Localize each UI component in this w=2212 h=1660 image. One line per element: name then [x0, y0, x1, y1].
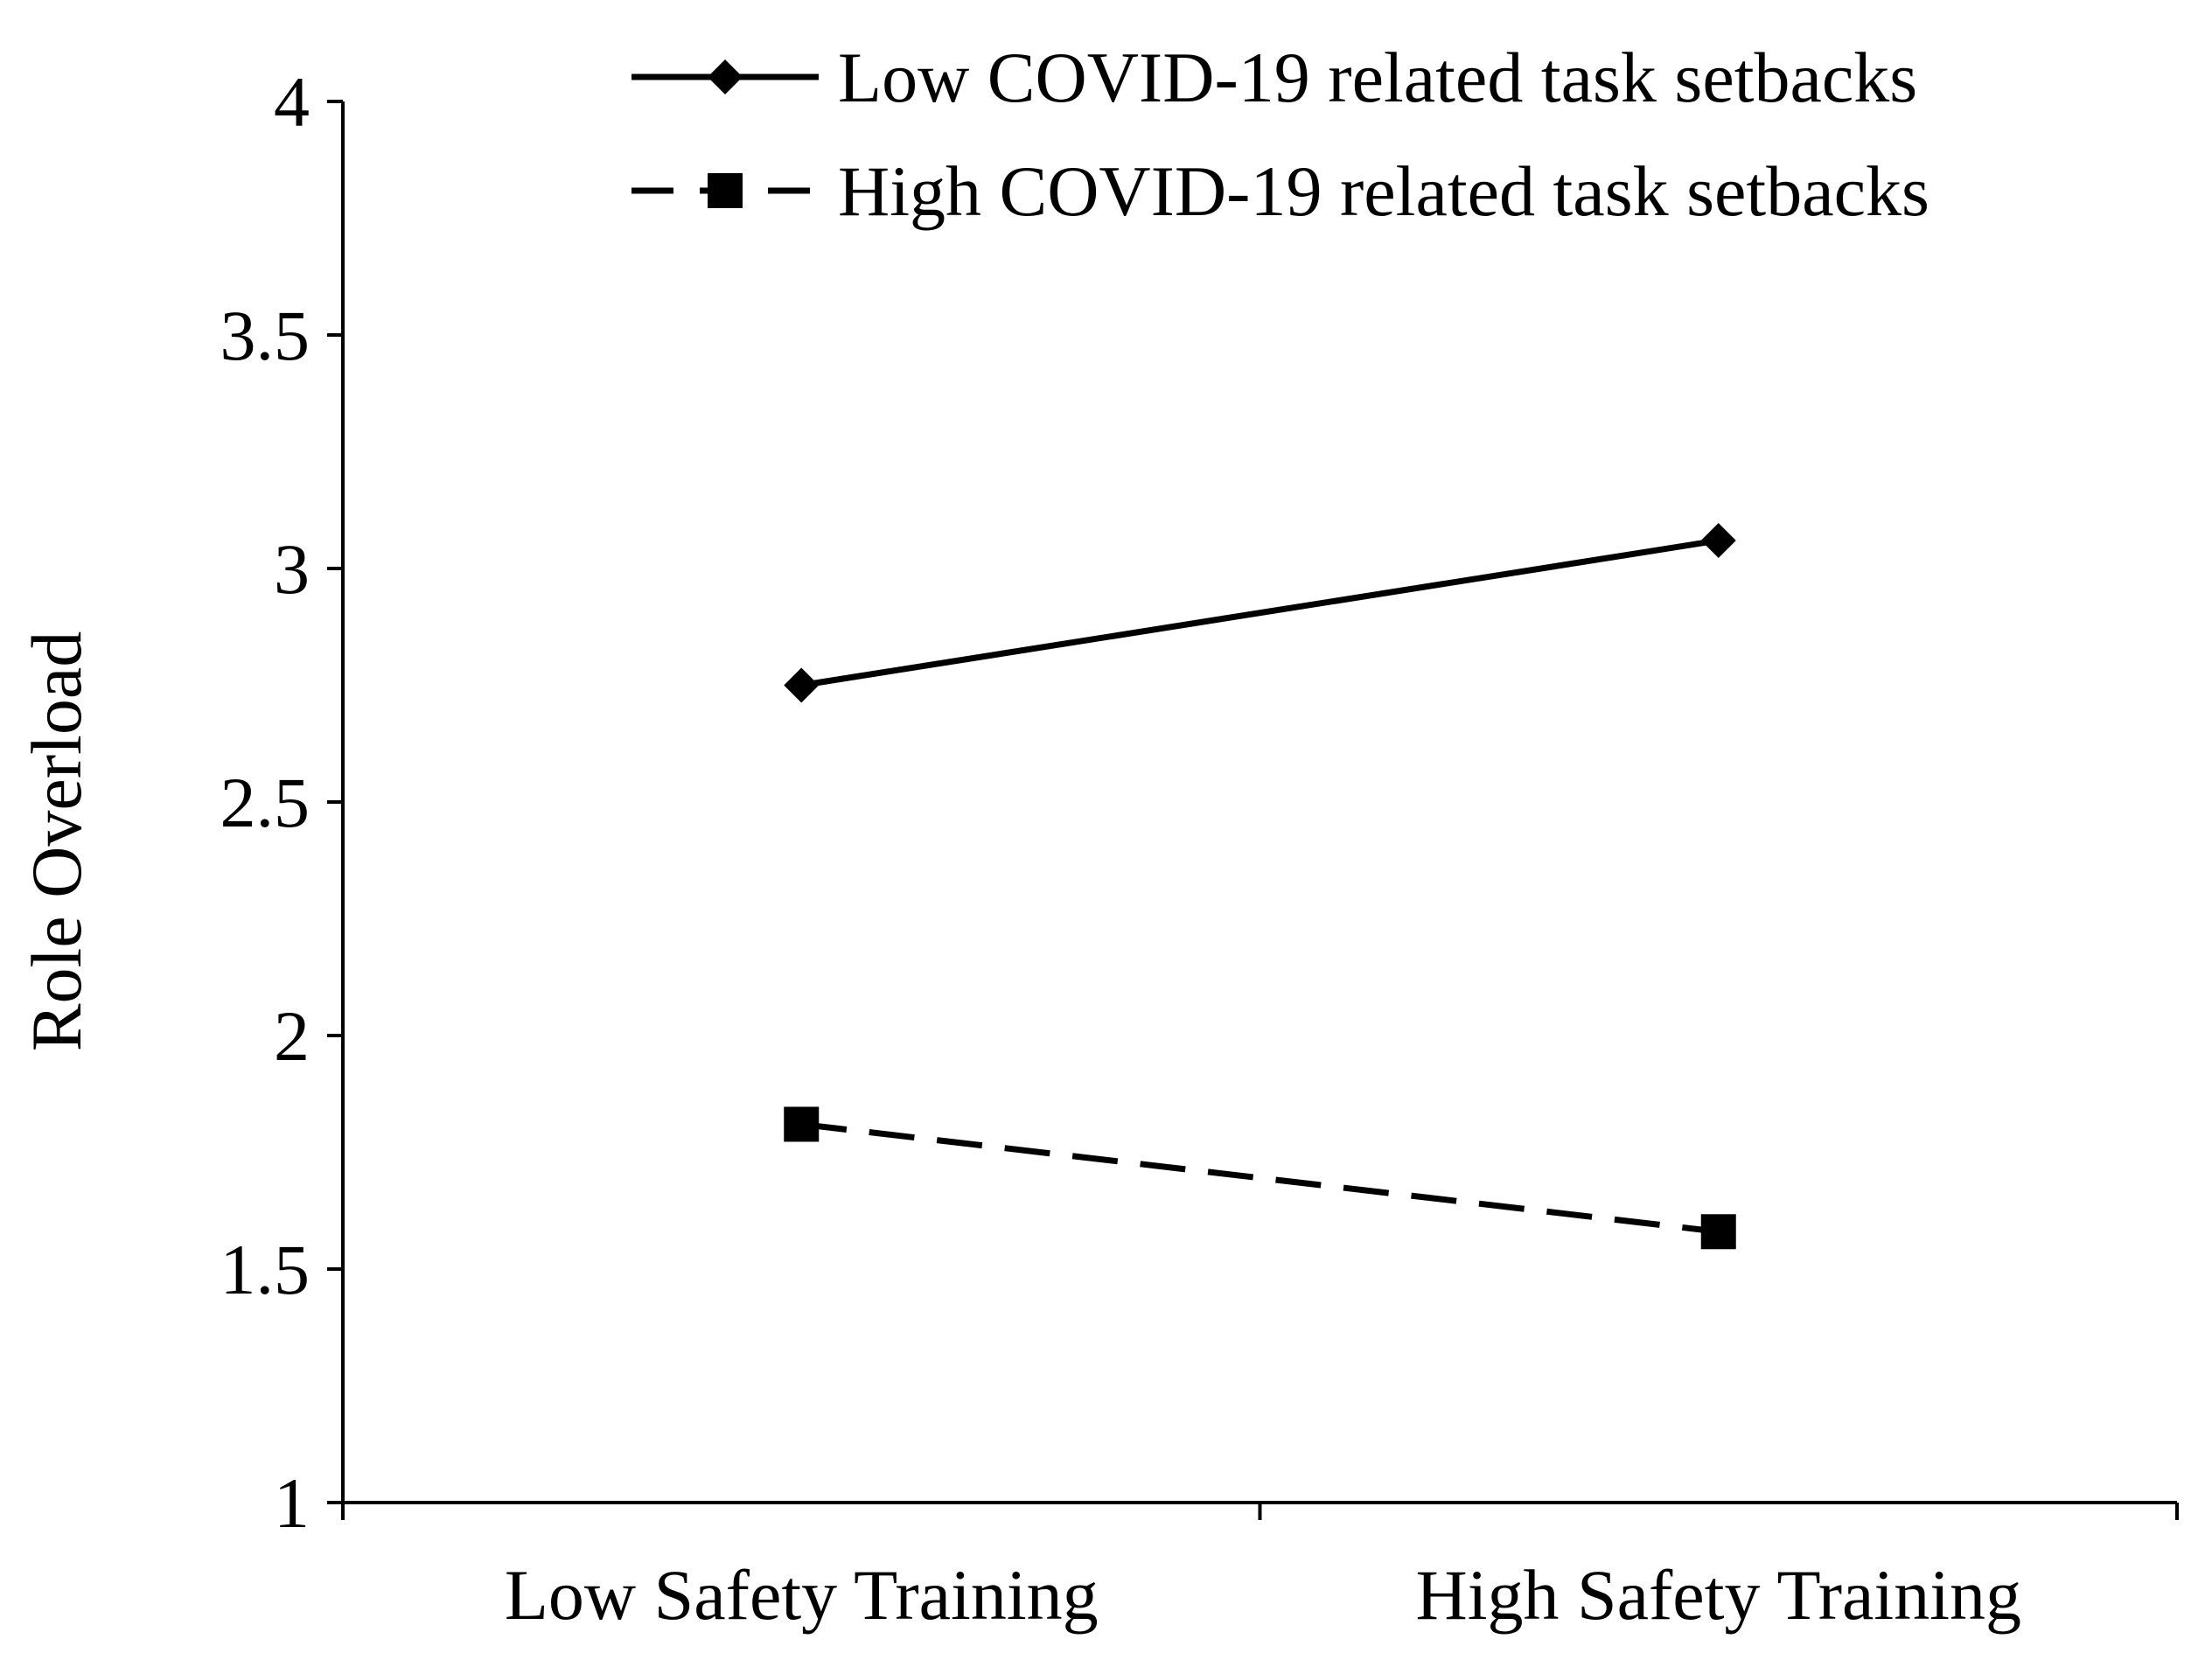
y-tick-label: 1.5 — [220, 1230, 311, 1309]
y-tick-label: 4 — [274, 62, 310, 142]
series-line-segment — [800, 537, 1720, 688]
legend-item-1: High COVID-19 related task setbacks — [632, 151, 1929, 231]
y-tick-label: 2 — [274, 996, 310, 1076]
legend-diamond-marker — [708, 59, 743, 94]
y-tick-label: 3.5 — [220, 296, 311, 375]
axes — [341, 101, 2177, 1504]
y-tick-label: 2.5 — [220, 763, 311, 842]
legend-square-marker — [708, 173, 743, 208]
x-category-label: Low Safety Training — [505, 1555, 1099, 1635]
data-point-diamond — [784, 667, 820, 703]
series — [784, 522, 1736, 1250]
y-tick-label: 3 — [274, 529, 310, 609]
data-point-diamond — [1700, 522, 1736, 558]
y-axis-title: Role Overload — [17, 631, 96, 1051]
legend-label: High COVID-19 related task setbacks — [838, 151, 1929, 231]
series-1 — [784, 1106, 1736, 1250]
y-tick-label: 1 — [274, 1463, 310, 1543]
data-point-square — [1700, 1214, 1736, 1250]
x-category-label: High Safety Training — [1416, 1555, 2021, 1635]
series-line-segment — [800, 1120, 1720, 1235]
data-point-square — [784, 1106, 820, 1142]
legend-label: Low COVID-19 related task setbacks — [838, 38, 1917, 117]
labels: Role Overload — [17, 631, 96, 1051]
series-0 — [784, 522, 1736, 703]
legend-item-0: Low COVID-19 related task setbacks — [632, 38, 1917, 117]
legend: Low COVID-19 related task setbacks High C… — [632, 38, 1929, 231]
ticks: 1 1.5 2 2.5 3 3.5 4 Low Safety Training High Saf… — [220, 62, 2179, 1635]
